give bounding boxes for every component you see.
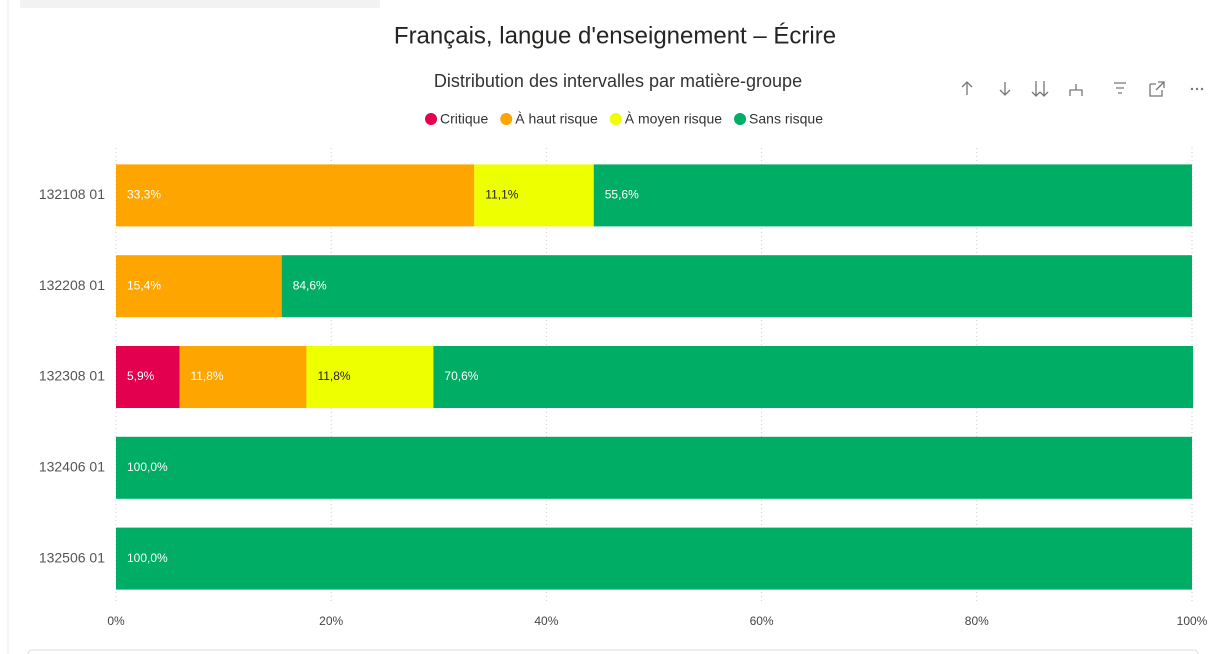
- bar-segment: [474, 164, 594, 227]
- y-tick-label: 132308 01: [39, 368, 105, 384]
- x-tick-label: 0%: [107, 614, 125, 628]
- more-icon[interactable]: [1190, 87, 1204, 91]
- legend-marker: [734, 113, 747, 125]
- bar-segment: [179, 346, 307, 408]
- legend-item: À moyen risque: [609, 111, 722, 127]
- legend-marker: [609, 113, 622, 125]
- legend-marker: [425, 113, 438, 125]
- data-label: 33,3%: [127, 188, 161, 202]
- data-label: 55,6%: [605, 188, 639, 202]
- legend-item: Sans risque: [734, 111, 823, 127]
- chart-title: Français, langue d'enseignement – Écrire: [394, 22, 836, 49]
- y-tick-label: 132108 01: [39, 186, 105, 202]
- legend-label: À moyen risque: [625, 111, 722, 127]
- filter-icon[interactable]: [1114, 82, 1126, 94]
- data-label: 100,0%: [127, 460, 168, 474]
- header-shadow: [20, 0, 380, 8]
- x-tick-label: 60%: [750, 614, 774, 628]
- x-tick-label: 80%: [965, 614, 989, 628]
- data-label: 11,1%: [485, 188, 518, 202]
- x-tick-label: 20%: [319, 614, 343, 628]
- data-label: 5,9%: [127, 369, 155, 383]
- drill-all-icon[interactable]: [1031, 81, 1049, 97]
- legend-marker: [500, 113, 513, 125]
- bar-segment: [593, 164, 1192, 227]
- bar-segment: [116, 346, 180, 408]
- legend-label: Critique: [440, 111, 488, 127]
- chart-subtitle: Distribution des intervalles par matière…: [434, 71, 802, 91]
- legend-item: Critique: [425, 111, 488, 127]
- bar-segment: [116, 527, 1192, 590]
- legend-label: Sans risque: [749, 111, 823, 127]
- y-tick-label: 132506 01: [39, 549, 105, 565]
- focus-icon[interactable]: [1149, 81, 1165, 97]
- data-label: 11,8%: [190, 369, 223, 383]
- bar-segment: [306, 346, 434, 408]
- data-label: 15,4%: [127, 278, 161, 292]
- legend: Critique À haut risque À moyen risque Sans …: [425, 111, 823, 127]
- bar-segment: [433, 346, 1194, 408]
- y-tick-label: 132208 01: [39, 277, 105, 293]
- legend-label: À haut risque: [515, 111, 598, 127]
- x-tick-label: 40%: [534, 614, 558, 628]
- sort-up-icon[interactable]: [961, 81, 973, 95]
- x-tick-label: 100%: [1177, 614, 1208, 628]
- bottom-panel: [27, 649, 1199, 654]
- toolbar: [961, 81, 1204, 97]
- expand-icon[interactable]: [1069, 84, 1083, 96]
- bar-segment: [116, 436, 1192, 499]
- bar-segment: [116, 255, 282, 318]
- data-label: 84,6%: [293, 278, 327, 292]
- data-label: 100,0%: [127, 551, 168, 565]
- bar-segment: [281, 255, 1193, 318]
- data-label: 11,8%: [317, 369, 350, 383]
- bar-segment: [116, 164, 475, 227]
- data-label: 70,6%: [444, 369, 478, 383]
- legend-item: À haut risque: [500, 111, 598, 127]
- y-tick-label: 132406 01: [39, 459, 105, 475]
- sort-down-icon[interactable]: [999, 82, 1011, 96]
